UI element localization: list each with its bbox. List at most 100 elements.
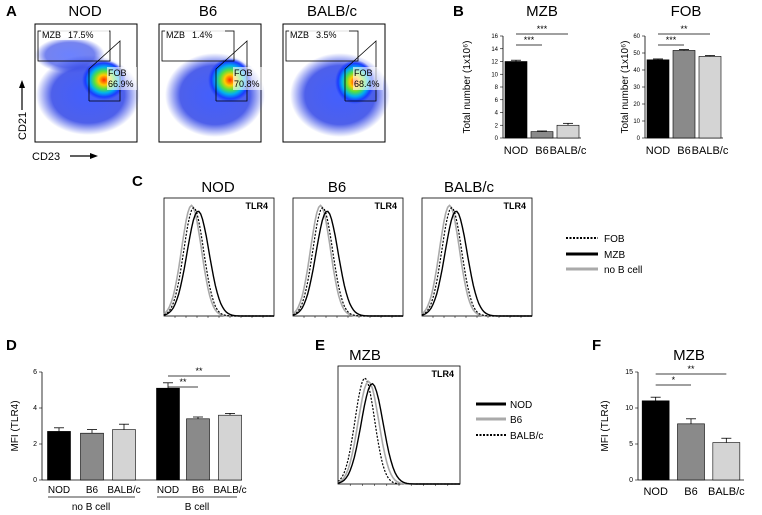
significance-label: ** (680, 24, 688, 34)
mzb-percent: 1.4% (192, 30, 213, 40)
panel-label-a: A (6, 3, 17, 20)
panel-label-f: F (592, 337, 601, 354)
group-labels-d: no B cell B cell (48, 496, 237, 513)
chart-title: FOB (671, 3, 702, 20)
y-tick-label: 0 (495, 136, 499, 142)
hist-title-nod: NOD (201, 179, 235, 196)
y-tick-label: 0 (33, 477, 37, 484)
fob-percent: 68.4% (354, 79, 380, 89)
mzb-gate-label: MZB (166, 30, 185, 40)
marker-label: TLR4 (375, 201, 398, 211)
panel-label-e: E (315, 337, 325, 354)
y-tick-label: 4 (33, 405, 37, 412)
bar (530, 131, 554, 139)
histogram-plot: TLR4 (292, 197, 404, 318)
hist-title-b6: B6 (328, 179, 346, 196)
category-label: B6 (535, 145, 548, 157)
bar (677, 423, 705, 481)
panel-a: NOD B6 BALB/c MZB 17.5% FOB 66.9% MZB (17, 3, 390, 163)
fob-gate-label: FOB (354, 68, 373, 78)
histogram-plot: TLR4 (421, 197, 533, 318)
bar (712, 442, 741, 481)
significance-label: *** (524, 35, 535, 45)
y-tick-label: 60 (633, 34, 640, 40)
y-tick-label: 4 (495, 111, 499, 117)
y-tick-label: 50 (633, 51, 640, 57)
chart-title: MZB (673, 347, 705, 364)
category-label: NOD (643, 486, 668, 498)
category-label: BALB/c (708, 486, 745, 498)
bar (556, 124, 580, 139)
y-tick-label: 15 (625, 369, 633, 376)
bar (641, 400, 670, 481)
y-tick-label: 10 (625, 405, 633, 412)
histogram-plot: TLR4 (163, 197, 275, 318)
significance-label: ** (179, 377, 187, 387)
category-label: BALB/c (550, 145, 587, 157)
panel-label-c: C (132, 173, 143, 190)
category-label: NOD (48, 485, 70, 496)
hist-title-mzb: MZB (349, 347, 381, 364)
fob-percent: 70.8% (234, 79, 260, 89)
cd21-axis-label: CD21 (17, 112, 29, 140)
significance-label: ** (687, 364, 695, 374)
bar (112, 429, 136, 481)
hist-title-balbc: BALB/c (444, 179, 495, 196)
bar (186, 418, 210, 481)
mzb-percent: 3.5% (316, 30, 337, 40)
curve-mzb (421, 210, 532, 317)
category-label: B6 (677, 145, 690, 157)
panel-c: NOD B6 BALB/c TLR4 TLR4 TLR4 FOB MZB no B … (163, 179, 642, 318)
chart-mzb-total: MZB 0 2 4 6 8 10 12 14 16 Total number (1x10⁶) NOD B… (462, 3, 587, 157)
flow-plot-balbc: MZB 3.5% FOB 68.4% (282, 23, 390, 143)
curve-balbc (337, 377, 460, 485)
group-label-no-b-cell: no B cell (72, 502, 110, 513)
y-tick-label: 0 (637, 136, 641, 142)
y-axis-label: MFI (TLR4) (10, 400, 21, 451)
fob-gate-label: FOB (108, 68, 127, 78)
legend-no-b-cell: no B cell (604, 265, 642, 276)
legend-mzb: MZB (604, 250, 625, 261)
bar (646, 59, 670, 139)
bar (698, 56, 722, 139)
chart-title: MZB (526, 3, 558, 20)
mzb-gate-label: MZB (42, 30, 61, 40)
significance-label: *** (666, 35, 677, 45)
panel-e: MZB TLR4 NOD B6 BALB/c (337, 347, 543, 486)
category-label: BALB/c (107, 485, 140, 496)
marker-label: TLR4 (246, 201, 269, 211)
flow-title-b6: B6 (199, 3, 217, 20)
flow-title-balbc: BALB/c (307, 3, 358, 20)
histogram-plot: TLR4 (337, 365, 461, 486)
legend-nod: NOD (510, 400, 532, 411)
plot-frame (337, 365, 461, 485)
y-tick-label: 40 (633, 68, 640, 74)
category-label: NOD (646, 145, 671, 157)
y-tick-label: 8 (495, 85, 499, 91)
category-label: B6 (192, 485, 205, 496)
category-label: NOD (504, 145, 529, 157)
bar (504, 61, 528, 139)
y-tick-label: 2 (33, 441, 37, 448)
y-tick-label: 16 (491, 34, 498, 40)
legend-e: NOD B6 BALB/c (476, 400, 543, 442)
category-label: B6 (86, 485, 99, 496)
y-tick-label: 6 (495, 98, 499, 104)
curve-mzb (292, 210, 403, 317)
mzb-gate-label: MZB (290, 30, 309, 40)
flow-plot-nod: MZB 17.5% FOB 66.9% (34, 23, 140, 143)
significance-label: *** (537, 24, 548, 34)
mzb-percent: 17.5% (68, 30, 94, 40)
bar (47, 431, 71, 481)
y-tick-label: 10 (633, 119, 640, 125)
legend-balbc: BALB/c (510, 431, 543, 442)
y-tick-label: 30 (633, 85, 640, 91)
curve-mzb (163, 210, 274, 317)
category-label: B6 (684, 486, 697, 498)
y-tick-label: 5 (629, 441, 633, 448)
legend-c: FOB MZB no B cell (566, 234, 642, 276)
fob-gate-label: FOB (234, 68, 253, 78)
bar (672, 50, 696, 139)
